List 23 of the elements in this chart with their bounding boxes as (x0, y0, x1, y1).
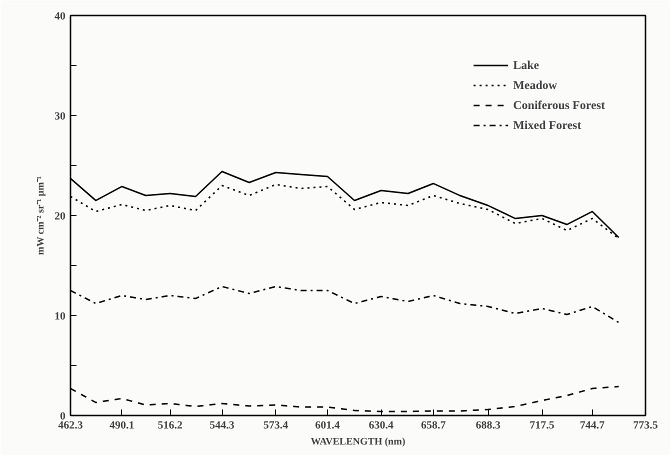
x-tick-label: 601.4 (315, 420, 340, 432)
x-tick-label: 573.4 (263, 420, 289, 432)
y-tick-label: 40 (54, 10, 66, 22)
x-tick-label: 717.5 (530, 420, 555, 432)
y-tick-label: 10 (54, 310, 66, 322)
y-tick-label: 0 (60, 410, 66, 422)
legend-label: Coniferous Forest (513, 98, 605, 112)
x-axis-title: WAVELENGTH (nm) (310, 436, 406, 448)
x-tick-label: 462.3 (58, 420, 84, 432)
x-tick-label: 544.3 (210, 420, 235, 432)
x-tick-label: 744.7 (580, 420, 606, 432)
legend-label: Mixed Forest (513, 118, 582, 132)
x-tick-label: 688.3 (476, 420, 501, 432)
y-tick-label: 30 (54, 110, 66, 122)
x-tick-label: 773.5 (633, 420, 658, 432)
x-tick-label: 516.2 (158, 420, 183, 432)
y-tick-label: 20 (54, 210, 66, 222)
legend-label: Lake (513, 58, 540, 72)
x-tick-label: 490.1 (109, 420, 134, 432)
x-tick-label: 658.7 (421, 420, 446, 432)
y-axis-title: mW cm⁻² sr⁻¹ μm⁻¹ (36, 176, 46, 255)
legend-label: Meadow (513, 78, 558, 92)
x-tick-label: 630.4 (368, 420, 394, 432)
